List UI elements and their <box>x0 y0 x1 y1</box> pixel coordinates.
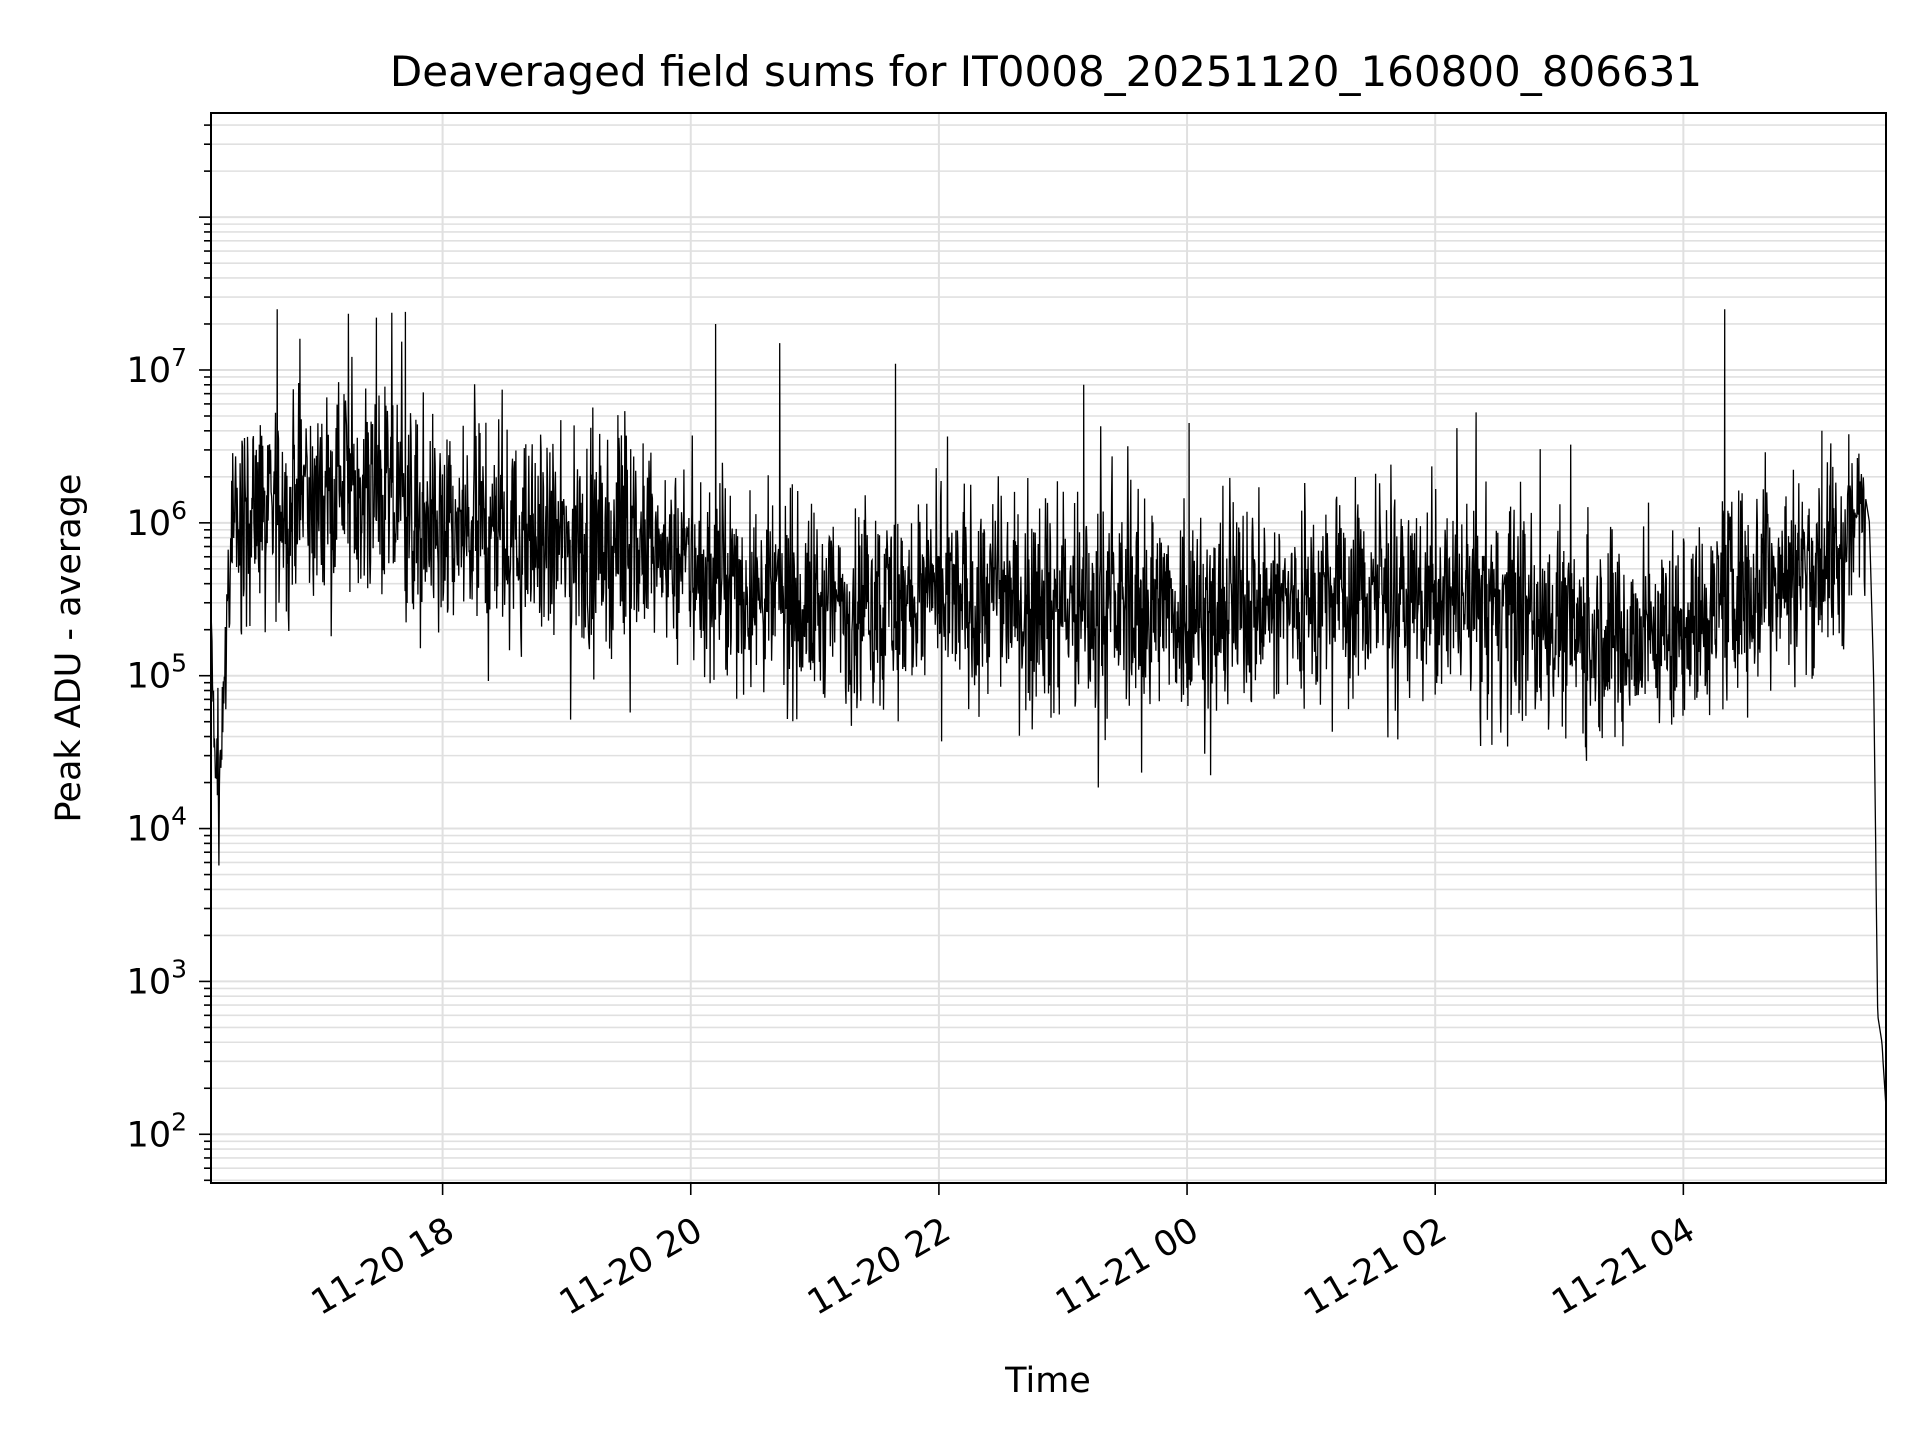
y-tick-label: 102 <box>127 1107 187 1155</box>
y-tick-label: 104 <box>127 802 187 850</box>
y-tick-label: 107 <box>127 343 187 391</box>
y-axis-label: Peak ADU - average <box>49 474 89 823</box>
y-axis: 102 103 104 105 106 107 <box>127 124 211 1182</box>
y-tick-label: 103 <box>127 954 187 1002</box>
chart-title: Deaveraged field sums for IT0008_2025112… <box>390 47 1702 96</box>
y-tick-label: 106 <box>127 496 187 544</box>
gridlines <box>211 113 1886 1183</box>
x-axis-label: Time <box>1004 1361 1091 1401</box>
series-line <box>210 309 1887 1108</box>
plot-area <box>210 309 1887 1108</box>
y-tick-label: 105 <box>127 649 187 697</box>
plot-frame <box>210 112 1887 1184</box>
